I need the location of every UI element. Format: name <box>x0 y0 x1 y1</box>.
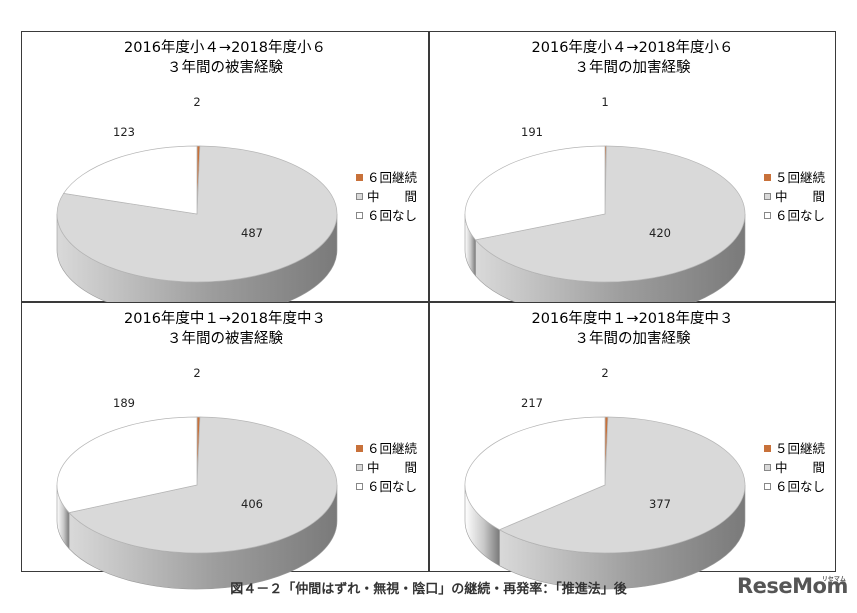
legend-label: 中 間 <box>775 189 826 204</box>
chart-legend: ５回継続 中 間 ６回なし <box>764 439 825 496</box>
pie-slice <box>474 145 746 283</box>
legend-swatch <box>764 483 771 490</box>
chart-title: 2016年度小４→2018年度小６ ３年間の被害経験 <box>22 38 428 78</box>
legend-label: ５回継続 <box>775 170 826 185</box>
legend-swatch <box>356 174 363 181</box>
legend-item: 中 間 <box>764 458 825 477</box>
legend-label: ６回なし <box>775 208 826 223</box>
legend-swatch <box>764 464 771 471</box>
legend-label: ６回継続 <box>367 170 418 185</box>
pie-data-label: 420 <box>649 226 671 240</box>
chart-legend: ６回継続 中 間 ６回なし <box>356 168 417 225</box>
pie-slice <box>464 416 606 531</box>
legend-label: ６回なし <box>367 479 418 494</box>
chart-title-line-2: ３年間の被害経験 <box>167 331 283 347</box>
legend-swatch <box>764 445 771 452</box>
pie-data-label: 217 <box>521 396 543 410</box>
pie-data-label: 2 <box>601 366 608 380</box>
legend-swatch <box>356 483 363 490</box>
legend-swatch <box>356 464 363 471</box>
pie-data-label: 487 <box>241 226 263 240</box>
figure-caption: 図４－２「仲間はずれ・無視・陰口」の継続・再発率：「推進法」後 <box>230 582 627 597</box>
legend-item: ５回継続 <box>764 439 825 458</box>
chart-legend: ５回継続 中 間 ６回なし <box>764 168 825 225</box>
legend-label: ５回継続 <box>775 441 826 456</box>
chart-panel-junior-high-perpetrator: 2016年度中１→2018年度中３ ３年間の加害経験 2 377 217 ５回継続 … <box>429 302 836 590</box>
legend-item: ６回継続 <box>356 439 417 458</box>
legend-item: ６回なし <box>764 477 825 496</box>
chart-title-line-1: 2016年度小４→2018年度小６ <box>531 40 734 56</box>
legend-item: 中 間 <box>356 458 417 477</box>
pie-slice <box>68 416 338 554</box>
legend-item: ５回継続 <box>764 168 825 187</box>
legend-item: ６回なし <box>356 206 417 225</box>
legend-label: ６回なし <box>367 208 418 223</box>
legend-swatch <box>764 174 771 181</box>
chart-title-line-2: ３年間の加害経験 <box>574 60 691 76</box>
pie-data-label: 1 <box>601 95 608 109</box>
chart-title-line-2: ３年間の加害経験 <box>574 331 691 347</box>
legend-item: 中 間 <box>356 187 417 206</box>
pie-data-label: 189 <box>113 396 135 410</box>
legend-swatch <box>764 212 771 219</box>
chart-panel-junior-high-victim: 2016年度中１→2018年度中３ ３年間の被害経験 2 406 189 ６回継続 … <box>21 302 429 590</box>
pie-chart: 2 487 123 <box>56 95 338 319</box>
pie-chart: 1 420 191 <box>464 95 746 319</box>
legend-label: 中 間 <box>367 460 418 475</box>
legend-label: ６回継続 <box>367 441 418 456</box>
chart-title: 2016年度中１→2018年度中３ ３年間の加害経験 <box>430 309 835 349</box>
pie-data-label: 2 <box>193 366 200 380</box>
chart-legend: ６回継続 中 間 ６回なし <box>356 439 417 496</box>
legend-item: ６回継続 <box>356 168 417 187</box>
chart-title-line-1: 2016年度中１→2018年度中３ <box>531 311 734 327</box>
legend-label: ６回なし <box>775 479 826 494</box>
pie-slice <box>498 416 746 554</box>
chart-panel-elementary-victim: 2016年度小４→2018年度小６ ３年間の被害経験 2 487 123 ６回継続 … <box>21 31 429 319</box>
legend-swatch <box>356 445 363 452</box>
pie-slice <box>464 145 606 241</box>
legend-item: 中 間 <box>764 187 825 206</box>
legend-swatch <box>764 193 771 200</box>
pie-data-label: 2 <box>193 95 200 109</box>
chart-title: 2016年度中１→2018年度中３ ３年間の被害経験 <box>22 309 428 349</box>
pie-chart: 2 406 189 <box>56 366 338 590</box>
pie-chart: 2 377 217 <box>464 366 746 590</box>
resemom-logo: ReseMom リセマム <box>737 574 848 598</box>
pie-slice <box>62 145 198 215</box>
legend-label: 中 間 <box>775 460 826 475</box>
chart-title-line-1: 2016年度小４→2018年度小６ <box>124 40 326 56</box>
legend-swatch <box>356 212 363 219</box>
pie-data-label: 377 <box>649 497 671 511</box>
pie-data-label: 191 <box>521 125 543 139</box>
chart-title-line-1: 2016年度中１→2018年度中３ <box>124 311 326 327</box>
chart-title: 2016年度小４→2018年度小６ ３年間の加害経験 <box>430 38 835 78</box>
pie-slice <box>56 416 198 514</box>
pie-data-label: 406 <box>241 497 263 511</box>
pie-data-label: 123 <box>113 125 135 139</box>
logo-subtext: リセマム <box>821 576 846 583</box>
legend-item: ６回なし <box>764 206 825 225</box>
legend-label: 中 間 <box>367 189 418 204</box>
chart-panel-elementary-perpetrator: 2016年度小４→2018年度小６ ３年間の加害経験 1 420 191 ５回継続 … <box>429 31 836 319</box>
chart-title-line-2: ３年間の被害経験 <box>167 60 283 76</box>
legend-item: ６回なし <box>356 477 417 496</box>
logo-text: ReseMom <box>737 574 848 598</box>
legend-swatch <box>356 193 363 200</box>
